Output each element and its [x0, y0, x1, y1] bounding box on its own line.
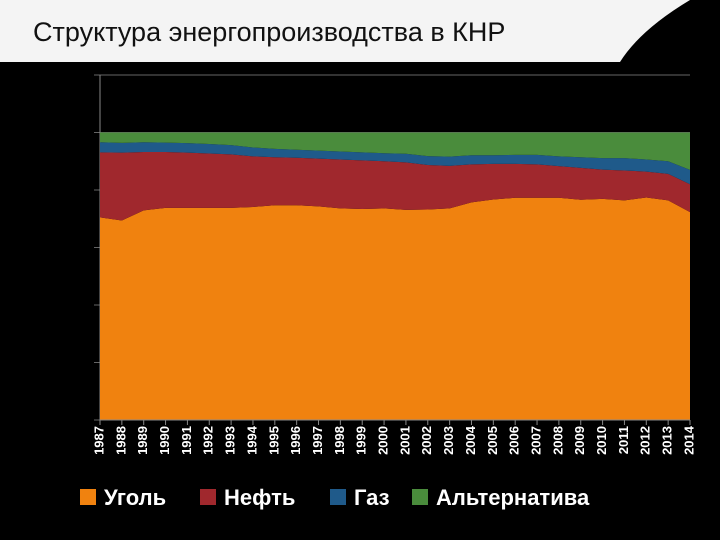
- legend-label: Уголь: [104, 485, 166, 510]
- x-tick-label: 1993: [223, 426, 238, 455]
- legend-swatch: [200, 489, 216, 505]
- x-tick-label: 1992: [201, 426, 216, 455]
- area: [100, 197, 690, 420]
- legend-label: Альтернатива: [436, 485, 590, 510]
- chart-title: Структура энергопроизводства в КНР: [33, 17, 505, 47]
- x-tick-label: 1998: [332, 426, 347, 455]
- x-tick-label: 2004: [463, 425, 478, 455]
- x-tick-label: 1994: [244, 425, 259, 455]
- x-tick-label: 1995: [266, 426, 281, 455]
- x-tick-label: 1991: [179, 426, 194, 455]
- x-tick-label: 1996: [288, 426, 303, 455]
- x-tick-label: 2012: [638, 426, 653, 455]
- x-tick-label: 2007: [528, 426, 543, 455]
- area: [100, 152, 690, 221]
- x-tick-label: 2001: [397, 426, 412, 455]
- x-tick-label: 2006: [507, 426, 522, 455]
- x-tick-label: 1990: [157, 426, 172, 455]
- legend-swatch: [80, 489, 96, 505]
- legend-label: Нефть: [224, 485, 295, 510]
- x-tick-label: 1997: [310, 426, 325, 455]
- x-tick-label: 2009: [572, 426, 587, 455]
- x-tick-label: 2003: [441, 426, 456, 455]
- x-tick-label: 2008: [550, 426, 565, 455]
- area: [100, 142, 690, 185]
- x-tick-label: 2014: [681, 425, 696, 455]
- title-band: [0, 0, 690, 62]
- legend-label: Газ: [354, 485, 390, 510]
- x-tick-label: 1987: [91, 426, 106, 455]
- legend-swatch: [330, 489, 346, 505]
- x-tick-label: 1999: [354, 426, 369, 455]
- legend-swatch: [412, 489, 428, 505]
- x-tick-label: 2002: [419, 426, 434, 455]
- x-tick-label: 1989: [135, 426, 150, 455]
- x-tick-label: 1988: [113, 426, 128, 455]
- area: [100, 132, 690, 170]
- x-tick-label: 2011: [616, 426, 631, 454]
- x-tick-label: 2005: [485, 426, 500, 455]
- x-tick-label: 2000: [376, 426, 391, 455]
- x-tick-label: 2013: [660, 426, 675, 455]
- x-tick-label: 2010: [594, 426, 609, 455]
